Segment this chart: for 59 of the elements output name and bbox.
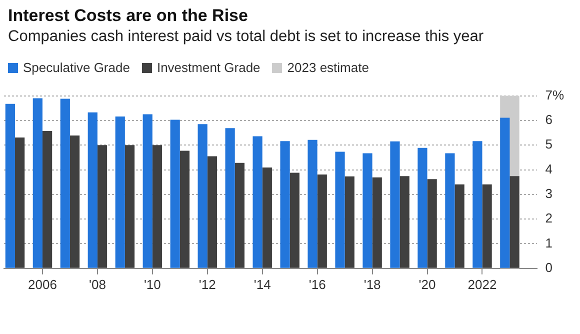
bar <box>372 177 382 268</box>
bar <box>124 145 135 268</box>
bar <box>344 176 354 268</box>
y-tick-label: 6 <box>545 112 552 128</box>
bar <box>418 148 428 268</box>
x-tick-label: '12 <box>198 276 216 292</box>
y-tick-label: 2 <box>545 210 552 226</box>
x-tick-label: '20 <box>418 276 436 292</box>
bar <box>97 145 108 268</box>
bar <box>70 136 80 268</box>
bar <box>390 141 400 268</box>
bar <box>317 174 327 268</box>
chart-title: Interest Costs are on the Rise <box>8 6 248 26</box>
bar <box>400 176 410 268</box>
x-tick-label: '14 <box>254 276 271 292</box>
bar <box>454 184 464 268</box>
bar <box>60 98 70 268</box>
bar <box>510 176 520 268</box>
bar <box>290 172 300 268</box>
bar <box>152 145 162 268</box>
bar <box>88 112 98 268</box>
y-tick-label: 4 <box>545 161 552 176</box>
y-tick-label: 0 <box>545 260 552 275</box>
legend-label: 2023 estimate <box>287 60 369 75</box>
bar <box>445 153 455 268</box>
x-tick-label: '16 <box>308 276 326 292</box>
bar <box>32 98 42 268</box>
bar <box>42 131 52 268</box>
y-tick-label: 1 <box>545 235 552 250</box>
x-tick-label: '18 <box>364 276 381 292</box>
y-tick-label: 3 <box>545 186 552 202</box>
bar <box>170 120 180 268</box>
bar <box>180 150 190 268</box>
bar <box>335 152 345 268</box>
bar <box>142 114 152 268</box>
bar <box>14 137 25 268</box>
bar <box>280 141 290 268</box>
legend-label: Speculative Grade <box>23 60 130 75</box>
x-tick-label: 2022 <box>468 276 497 292</box>
bar <box>472 141 482 268</box>
bar <box>5 104 15 268</box>
bar <box>482 184 492 268</box>
bar <box>252 136 262 268</box>
x-tick-label: '08 <box>88 276 106 292</box>
y-tick-label: 7% <box>545 87 564 102</box>
bar <box>234 162 244 268</box>
bar <box>198 124 208 268</box>
x-tick-label: 2006 <box>28 276 57 292</box>
bar <box>362 153 372 268</box>
bar <box>308 140 318 268</box>
bar <box>427 179 437 268</box>
x-tick-label: '10 <box>144 276 161 292</box>
bar <box>225 128 235 268</box>
chart-subtitle: Companies cash interest paid vs total debt is set to increase this year <box>8 28 484 46</box>
bar <box>115 116 125 268</box>
legend-label: Investment Grade <box>156 60 260 75</box>
y-tick-label: 5 <box>545 136 552 152</box>
bar <box>207 156 218 268</box>
bar <box>262 168 272 268</box>
